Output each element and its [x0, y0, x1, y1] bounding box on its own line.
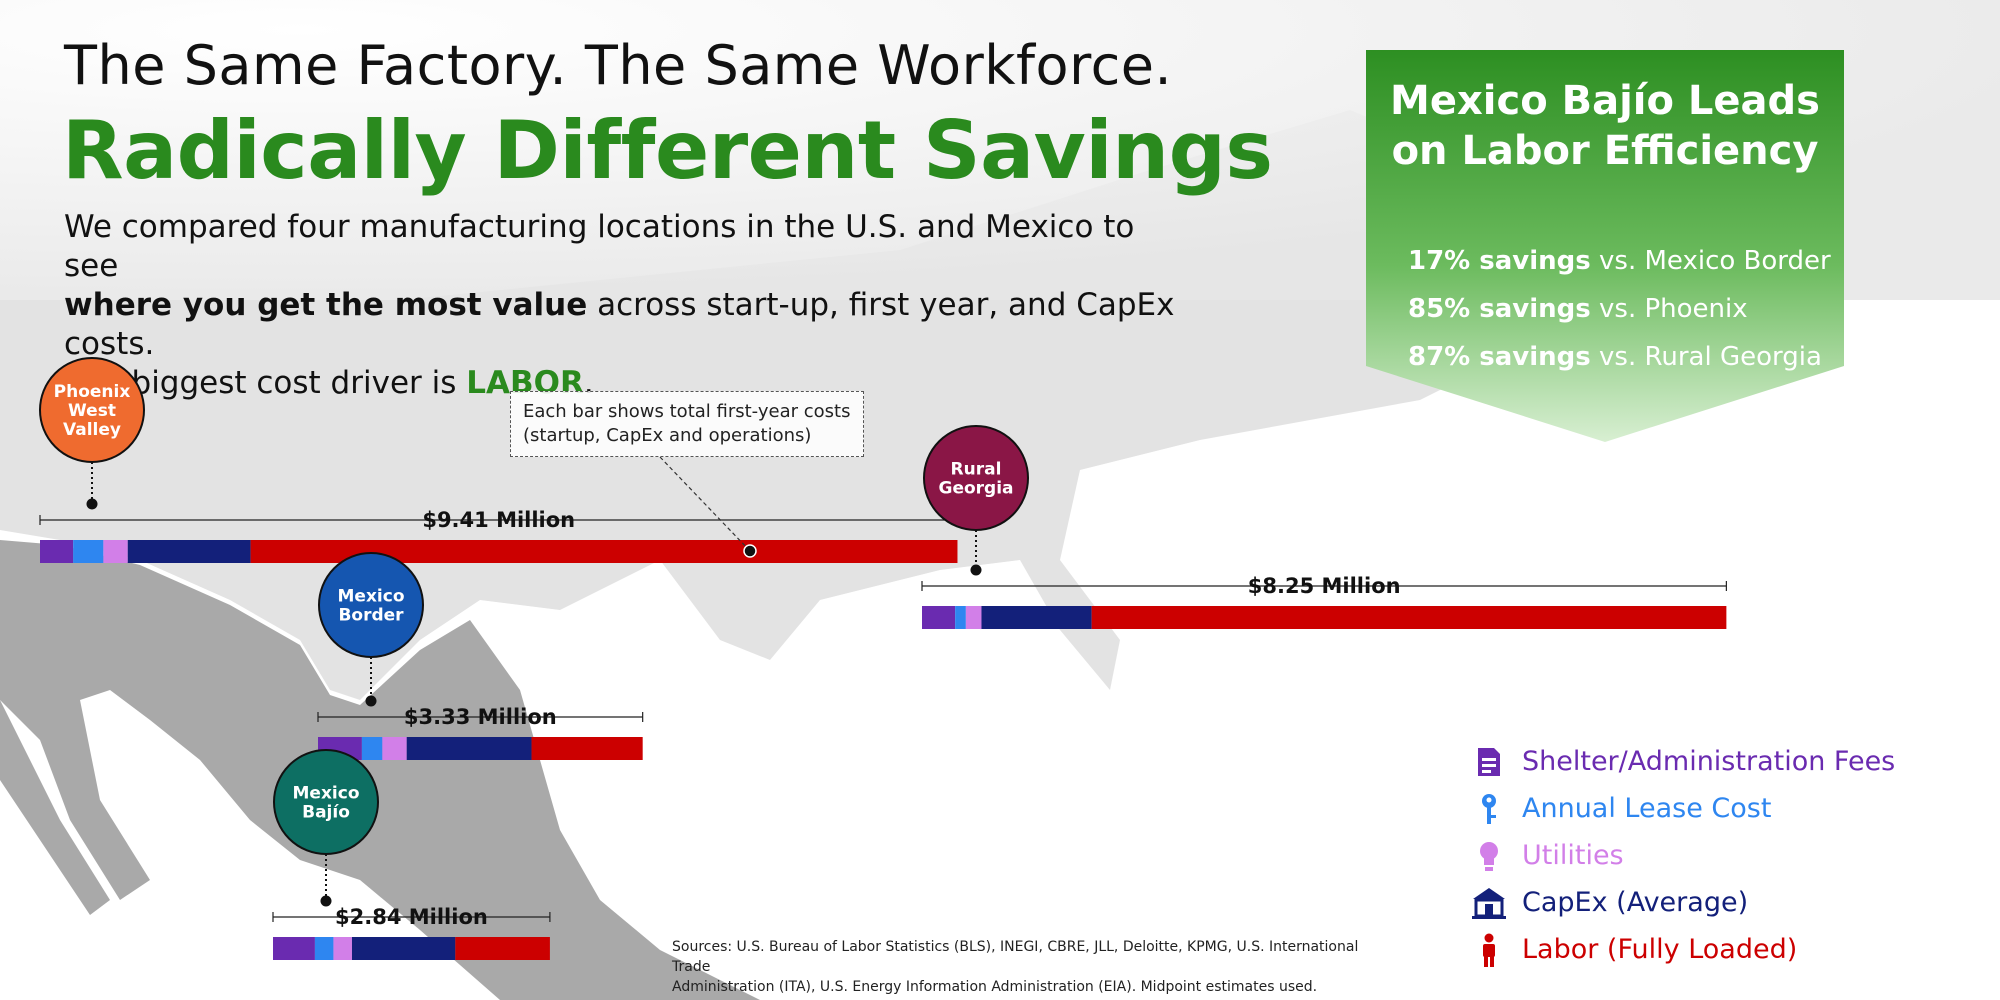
callout-savings-list: 17% savings vs. Mexico Border 85% saving…	[1408, 246, 1831, 390]
legend-label: CapEx (Average)	[1522, 887, 1749, 918]
legend-item-utilities: Utilities	[1470, 832, 1895, 879]
bar-segment-labor	[455, 937, 550, 960]
bar-segment-utilities	[382, 737, 407, 760]
headline-line1: The Same Factory. The Same Workforce.	[64, 34, 1173, 97]
callout-title: Mexico Bajío Leads on Labor Efficiency	[1366, 76, 1844, 176]
total-cost-label: $9.41 Million	[422, 508, 575, 532]
savings-row: 87% savings vs. Rural Georgia	[1408, 342, 1831, 390]
location-pin	[39, 357, 145, 463]
building-icon	[1470, 885, 1510, 921]
intro-line2-rest: across start-up, first year, and CapEx c…	[64, 287, 1175, 362]
key-icon	[1470, 791, 1510, 827]
note-pointer-line	[659, 456, 751, 552]
total-cost-label: $3.33 Million	[404, 705, 557, 729]
location-pin-label: Georgia	[938, 479, 1013, 499]
location-pin	[923, 425, 1029, 531]
savings-amount: 87% savings	[1408, 342, 1591, 372]
total-cost-label: $8.25 Million	[1248, 574, 1401, 598]
intro-line1: We compared four manufacturing locations…	[64, 209, 1135, 284]
sources-line1: Sources: U.S. Bureau of Labor Statistics…	[672, 939, 1359, 975]
bar-segment-labor	[250, 540, 958, 563]
document-icon	[1470, 744, 1510, 780]
lightbulb-icon	[1470, 838, 1510, 874]
callout-title-line2: on Labor Efficiency	[1391, 128, 1819, 174]
callout-title-line1: Mexico Bajío Leads	[1390, 78, 1820, 124]
legend-label: Utilities	[1522, 840, 1624, 871]
bar-segment-labor	[1091, 606, 1727, 629]
savings-comparison: vs. Mexico Border	[1590, 246, 1831, 276]
legend-label: Shelter/Administration Fees	[1522, 746, 1896, 777]
note-pointer-dot	[743, 544, 757, 558]
headline-line2: Radically Different Savings	[62, 104, 1273, 197]
bar-segment-capex	[351, 937, 456, 960]
person-icon	[1470, 932, 1510, 968]
sources-text: Sources: U.S. Bureau of Labor Statistics…	[672, 937, 1392, 997]
intro-line3-end: .	[583, 365, 594, 401]
pin-anchor-dot	[320, 895, 332, 907]
bar-segment-capex	[406, 737, 532, 760]
savings-amount: 17% savings	[1408, 246, 1591, 276]
location-pin-label: Rural	[951, 460, 1002, 480]
legend-item-capex: CapEx (Average)	[1470, 879, 1895, 926]
location-pin-label: Mexico	[293, 784, 360, 804]
savings-row: 17% savings vs. Mexico Border	[1408, 246, 1831, 294]
pin-anchor-dot	[365, 695, 377, 707]
pin-anchor-dot	[970, 564, 982, 576]
callout-chevron-shape	[1366, 50, 1844, 442]
bar-segment-lease	[73, 540, 104, 563]
legend-label: Annual Lease Cost	[1522, 793, 1772, 824]
location-pin	[318, 552, 424, 658]
location-pin-label: Mexico	[338, 587, 405, 607]
bar-segment-utilities	[965, 606, 982, 629]
bar-explanation-note: Each bar shows total first-year costs (s…	[510, 391, 864, 457]
bar-segment-lease	[361, 737, 383, 760]
savings-callout-panel: Mexico Bajío Leads on Labor Efficiency 1…	[1366, 50, 1844, 442]
sources-line2: Administration (ITA), U.S. Energy Inform…	[672, 979, 1318, 995]
baja-peninsula	[0, 700, 110, 915]
location-pin-label: Valley	[63, 420, 121, 440]
savings-comparison: vs. Rural Georgia	[1590, 342, 1822, 372]
bar-segment-capex	[127, 540, 251, 563]
location-pin-label: Border	[338, 606, 404, 626]
bar-segment-labor	[531, 737, 643, 760]
bar-segment-lease	[955, 606, 966, 629]
legend-item-shelter: Shelter/Administration Fees	[1470, 738, 1895, 785]
total-cost-label: $2.84 Million	[335, 905, 488, 929]
legend: Shelter/Administration Fees Annual Lease…	[1470, 738, 1895, 973]
legend-item-labor: Labor (Fully Loaded)	[1470, 926, 1895, 973]
location-pin	[273, 749, 379, 855]
note-line2: (startup, CapEx and operations)	[523, 425, 812, 446]
intro-bold-phrase: where you get the most value	[64, 287, 588, 323]
savings-amount: 85% savings	[1408, 294, 1591, 324]
bar-segment-utilities	[103, 540, 128, 563]
pin-anchor-dot	[86, 498, 98, 510]
bar-segment-shelter	[922, 606, 956, 629]
bar-segment-shelter	[40, 540, 74, 563]
bar-segment-utilities	[333, 937, 352, 960]
bar-segment-lease	[314, 937, 334, 960]
savings-row: 85% savings vs. Phoenix	[1408, 294, 1831, 342]
note-line1: Each bar shows total first-year costs	[523, 401, 851, 422]
bar-segment-capex	[981, 606, 1092, 629]
location-pin-label: Phoenix	[54, 382, 131, 402]
location-pin-label: Bajío	[302, 803, 350, 823]
bar-segment-shelter	[273, 937, 315, 960]
location-pin-label: West	[68, 401, 116, 421]
savings-comparison: vs. Phoenix	[1590, 294, 1748, 324]
mexico-landmass	[0, 540, 760, 1000]
legend-item-lease: Annual Lease Cost	[1470, 785, 1895, 832]
legend-label: Labor (Fully Loaded)	[1522, 934, 1798, 965]
